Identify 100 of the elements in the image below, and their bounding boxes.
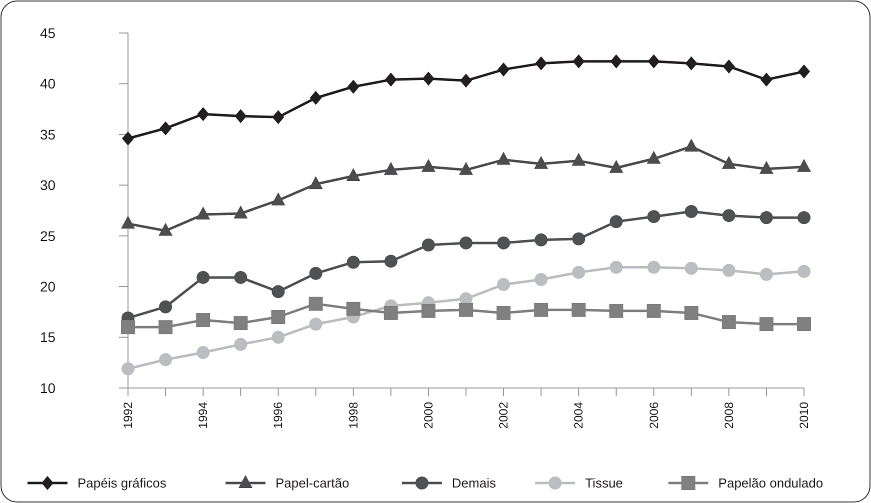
point: [722, 59, 735, 74]
point: [459, 162, 473, 175]
y-tick-label: 15: [40, 329, 56, 346]
point: [421, 304, 436, 318]
x-tick-label: 1992: [121, 402, 135, 429]
point: [684, 306, 698, 320]
point: [234, 109, 247, 124]
point: [647, 210, 660, 224]
point: [760, 268, 773, 281]
point: [496, 306, 511, 320]
point: [309, 318, 322, 331]
point: [572, 152, 586, 166]
point: [534, 156, 548, 169]
point: [346, 168, 360, 182]
point: [196, 313, 210, 328]
point: [497, 236, 510, 250]
point: [722, 264, 736, 277]
point: [346, 302, 360, 316]
point: [609, 160, 624, 173]
point: [384, 306, 398, 320]
legend-label: Papel-cartão: [276, 476, 350, 491]
x-tick-label: 2004: [572, 402, 586, 429]
x-tick-label: 2000: [421, 402, 436, 429]
point: [159, 353, 172, 366]
point: [684, 205, 698, 218]
point: [272, 285, 285, 298]
point: [158, 320, 173, 334]
x-tick-label: 2002: [496, 402, 511, 429]
point: [722, 315, 736, 330]
y-tick-label: 20: [40, 278, 56, 294]
point: [610, 215, 623, 228]
point: [196, 346, 210, 359]
point: [460, 74, 472, 88]
point: [234, 316, 248, 330]
point: [234, 206, 248, 219]
y-tick-label: 40: [40, 76, 56, 92]
point: [685, 56, 698, 70]
point: [384, 72, 397, 87]
point: [684, 138, 698, 152]
point: [121, 216, 135, 229]
point: [121, 320, 135, 334]
point: [498, 62, 510, 77]
point: [308, 176, 323, 190]
legend-label: Tissue: [585, 476, 623, 491]
y-tick-label: 25: [40, 228, 56, 244]
point: [798, 264, 810, 278]
point: [496, 152, 511, 165]
point: [646, 304, 661, 318]
point: [722, 209, 736, 222]
point: [421, 158, 436, 172]
point: [572, 266, 586, 279]
point: [572, 302, 586, 317]
point: [534, 233, 548, 246]
point: [535, 56, 548, 70]
point: [422, 72, 434, 86]
point: [422, 238, 435, 252]
x-tick-label: 1998: [346, 402, 360, 429]
x-tick-label: 2008: [722, 402, 736, 429]
point: [160, 121, 172, 136]
point: [234, 270, 248, 284]
point: [234, 338, 248, 351]
point: [460, 236, 472, 250]
point: [684, 262, 698, 275]
point: [759, 317, 774, 332]
point: [197, 107, 210, 122]
point: [646, 150, 661, 164]
x-tick-label: 2006: [646, 402, 661, 429]
point: [609, 304, 624, 318]
point: [797, 158, 811, 172]
point: [760, 72, 772, 87]
point: [384, 162, 398, 175]
point: [347, 80, 360, 94]
point: [798, 211, 810, 224]
point: [459, 302, 473, 317]
legend-label: Papéis gráficos: [78, 476, 167, 491]
point: [572, 232, 586, 246]
point: [759, 160, 774, 174]
point: [272, 330, 285, 344]
point: [309, 266, 322, 280]
point: [384, 254, 398, 268]
point: [271, 192, 286, 206]
point: [797, 317, 811, 332]
legend-label: Papelão ondulado: [718, 476, 824, 491]
point: [271, 310, 286, 324]
point: [610, 54, 622, 68]
point: [497, 278, 510, 292]
point: [722, 156, 736, 169]
y-tick-label: 45: [40, 24, 56, 41]
point: [308, 296, 323, 311]
x-tick-label: 1994: [196, 402, 210, 429]
y-tick-label: 10: [40, 380, 56, 396]
legend-label: Demais: [452, 476, 496, 491]
point: [310, 90, 322, 105]
point: [122, 362, 134, 376]
point: [346, 256, 360, 269]
y-tick-label: 35: [40, 126, 56, 142]
point: [534, 272, 548, 286]
point: [760, 211, 773, 224]
point: [122, 131, 134, 146]
point: [798, 64, 810, 79]
